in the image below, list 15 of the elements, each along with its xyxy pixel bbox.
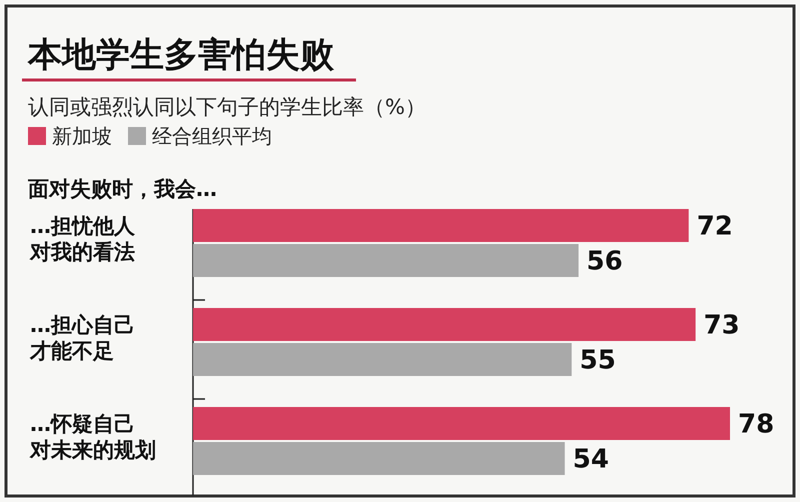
text: 面对失败时，我会… bbox=[27, 177, 217, 201]
data-label: 54 bbox=[572, 444, 609, 474]
plot: …担忧他人对我的看法 72 56 …担心自己才能不足 73 55 …怀疑自己对未来的规划 78 54 bbox=[30, 209, 774, 496]
label: …担忧他人对我的看法 bbox=[30, 214, 135, 264]
legend-label: 新加坡 bbox=[52, 124, 112, 148]
label: …怀疑自己对未来的规划 bbox=[30, 412, 156, 462]
label: …担心自己才能不足 bbox=[30, 313, 135, 363]
data-label: 78 bbox=[738, 410, 774, 440]
data-label: 72 bbox=[696, 212, 733, 242]
legend-label: 经合组织平均 bbox=[152, 124, 272, 148]
data-label: 73 bbox=[704, 310, 740, 340]
data-label: 55 bbox=[580, 346, 616, 376]
chart-subtitle: 认同或强烈认同以下句子的学生比率（%） bbox=[28, 95, 426, 119]
data-label: 56 bbox=[586, 246, 623, 276]
chart-title: 本地学生多害怕失败 bbox=[27, 35, 335, 75]
